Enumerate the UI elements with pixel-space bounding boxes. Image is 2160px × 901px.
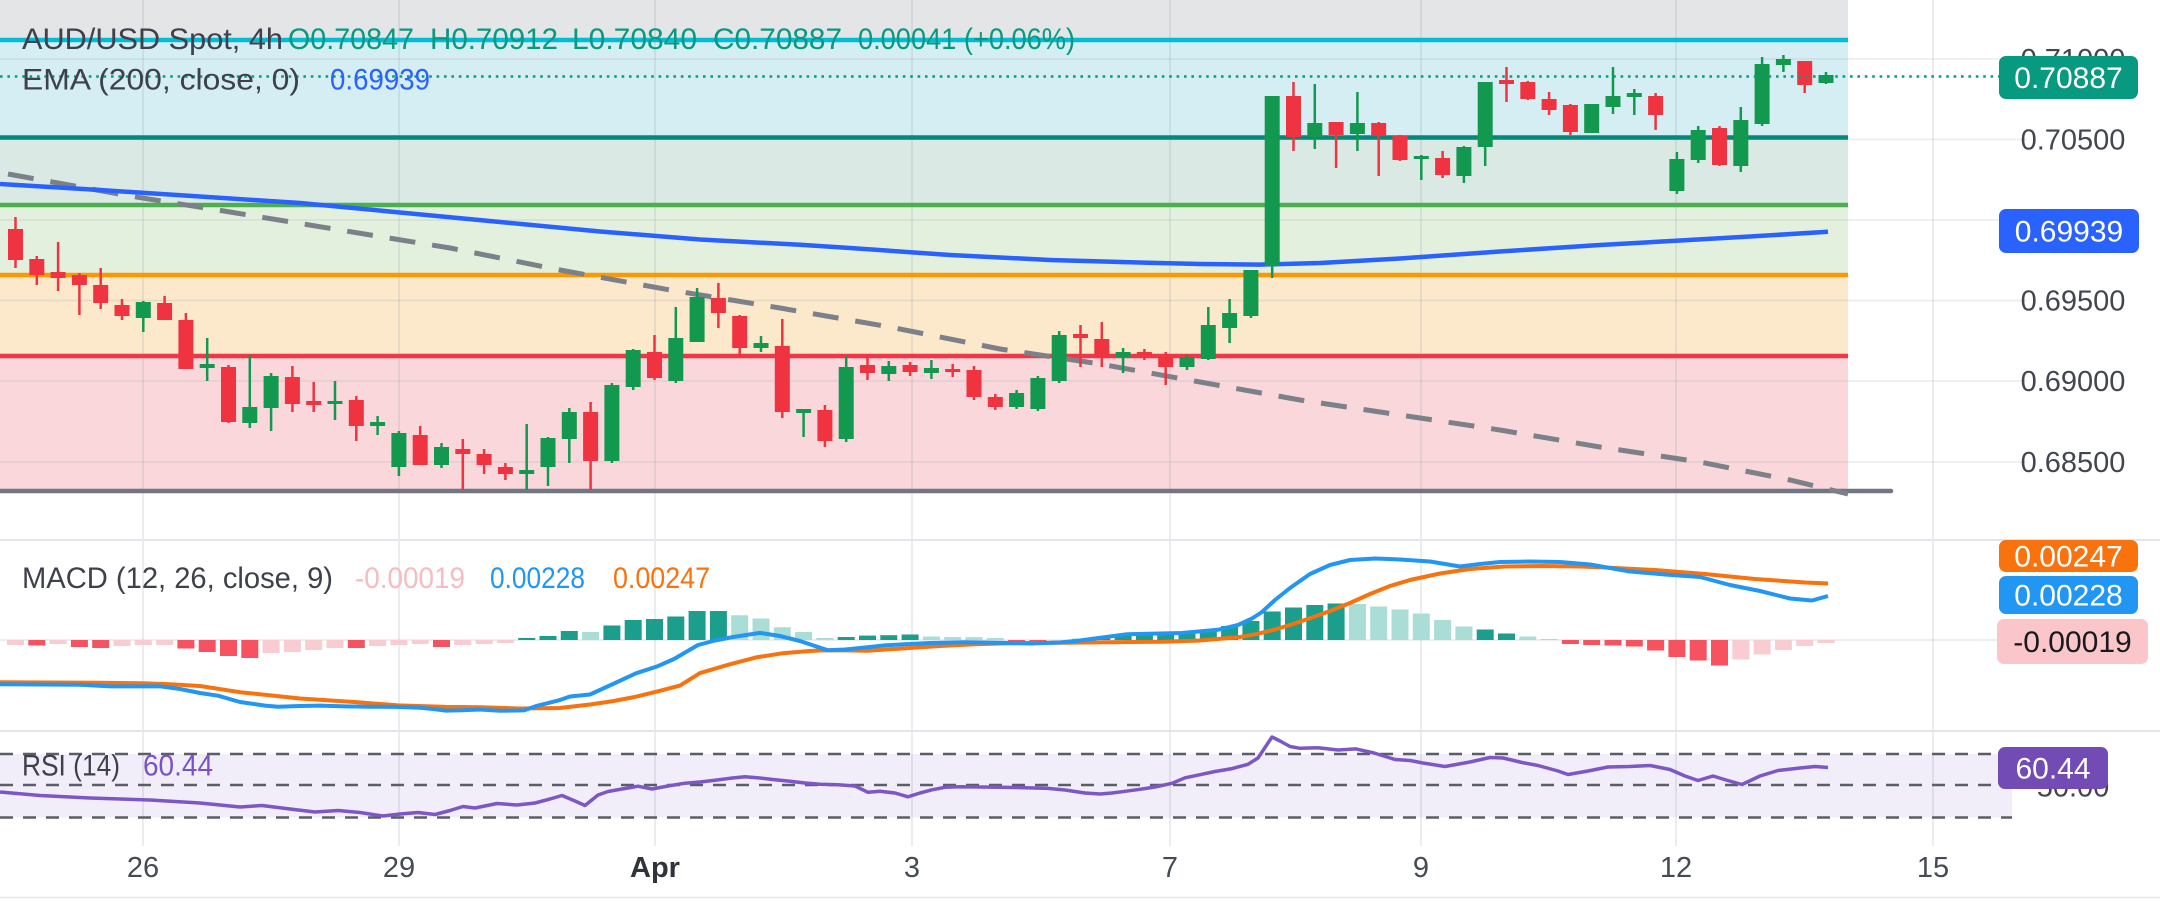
svg-text:0.00041 (+0.06%): 0.00041 (+0.06%) [858,23,1075,56]
svg-text:0.69939: 0.69939 [330,64,430,97]
svg-text:AUD/USD Spot, 4h: AUD/USD Spot, 4h [22,23,283,56]
svg-text:L0.70840: L0.70840 [572,23,697,56]
svg-text:3: 3 [904,852,920,884]
svg-text:Apr: Apr [630,852,680,884]
svg-text:MACD (12, 26, close, 9): MACD (12, 26, close, 9) [22,562,333,595]
svg-text:0.00247: 0.00247 [2014,541,2122,574]
svg-text:60.44: 60.44 [143,750,213,783]
svg-text:7: 7 [1162,852,1178,884]
svg-text:0.70500: 0.70500 [2021,125,2126,157]
svg-text:26: 26 [127,852,159,884]
svg-text:12: 12 [1660,852,1692,884]
svg-text:60.44: 60.44 [2015,753,2090,786]
svg-text:15: 15 [1917,852,1949,884]
svg-text:0.69500: 0.69500 [2021,286,2126,318]
svg-text:H0.70912: H0.70912 [430,23,558,56]
svg-text:C0.70887: C0.70887 [713,23,842,56]
svg-text:0.00228: 0.00228 [2014,580,2122,613]
svg-text:-0.00019: -0.00019 [355,562,465,595]
svg-text:0.68500: 0.68500 [2021,447,2126,479]
svg-text:-0.00019: -0.00019 [2013,626,2131,659]
svg-text:9: 9 [1413,852,1429,884]
svg-text:29: 29 [383,852,415,884]
svg-text:0.69000: 0.69000 [2021,366,2126,398]
svg-text:0.00228: 0.00228 [490,562,585,595]
svg-text:0.00247: 0.00247 [613,562,710,595]
svg-text:RSI (14): RSI (14) [22,750,120,783]
svg-text:EMA (200, close, 0): EMA (200, close, 0) [22,64,300,97]
svg-text:O0.70847: O0.70847 [288,23,414,56]
svg-text:0.70887: 0.70887 [2014,62,2122,95]
svg-text:0.69939: 0.69939 [2015,216,2123,249]
